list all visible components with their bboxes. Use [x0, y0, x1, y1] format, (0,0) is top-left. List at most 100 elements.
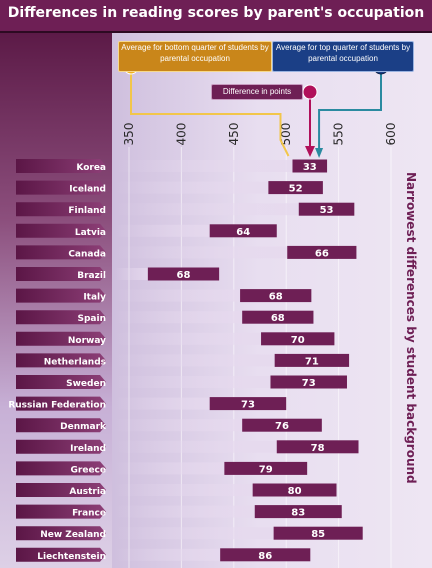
country-tab [16, 396, 106, 411]
country-label: Russian Federation [8, 401, 106, 411]
range-bar [273, 526, 363, 540]
country-label: Liechtenstein [37, 552, 106, 562]
range-lead [115, 419, 243, 432]
country-label: New Zealand [40, 530, 106, 540]
range-lead [115, 289, 241, 302]
difference-label: 66 [315, 248, 329, 259]
difference-label: 86 [258, 551, 272, 562]
x-tick-label: 350 [122, 123, 136, 146]
range-bar [261, 332, 335, 346]
difference-arrow [305, 146, 315, 157]
country-label: France [72, 509, 106, 519]
difference-label: 79 [259, 464, 273, 475]
range-lead [115, 311, 243, 324]
country-tab [16, 375, 106, 389]
difference-label: 33 [303, 162, 317, 173]
country-label: Norway [68, 336, 106, 346]
range-lead [115, 548, 221, 561]
difference-label: 76 [275, 421, 289, 432]
difference-label: 71 [305, 356, 319, 367]
country-label: Iceland [69, 185, 106, 195]
range-lead [115, 224, 210, 237]
range-lead [115, 484, 253, 496]
legend-difference: Difference in points [211, 84, 303, 100]
country-label: Denmark [60, 422, 107, 432]
difference-label: 52 [289, 184, 303, 195]
difference-label: 70 [291, 335, 305, 346]
difference-label: 68 [177, 270, 191, 281]
country-label: Italy [83, 293, 106, 303]
range-bar [240, 289, 312, 303]
difference-label: 80 [288, 486, 302, 497]
country-tab [16, 202, 106, 217]
country-tab [16, 331, 106, 346]
side-caption: Narrowest differences by student backgro… [404, 172, 418, 484]
range-lead [115, 505, 255, 518]
country-tab [16, 310, 106, 325]
range-bar [292, 159, 328, 173]
top-quarter-connector [318, 74, 382, 152]
range-bar [298, 202, 355, 216]
country-tab [16, 439, 106, 454]
country-tab [16, 353, 106, 368]
range-bar [209, 224, 277, 238]
country-tab [16, 180, 106, 195]
range-bar [252, 483, 337, 497]
difference-marker [302, 84, 318, 100]
difference-label: 53 [320, 205, 334, 216]
country-tab [16, 245, 106, 260]
bottom-quarter-connector [130, 74, 290, 157]
range-bar [274, 353, 350, 367]
range-lead [115, 181, 269, 194]
range-lead [115, 268, 148, 280]
country-tab [16, 504, 106, 519]
top-quarter-arrow [315, 148, 324, 158]
country-tab [16, 223, 106, 238]
country-label: Canada [68, 249, 106, 259]
difference-label: 73 [302, 378, 316, 389]
country-label: Korea [76, 163, 106, 173]
range-bar [209, 397, 287, 411]
country-label: Sweden [66, 379, 106, 389]
x-tick-label: 450 [227, 123, 241, 146]
x-tick-label: 600 [384, 123, 398, 146]
country-tab [16, 418, 106, 433]
country-tab [16, 526, 106, 541]
range-bar [224, 461, 308, 475]
country-label: Brazil [77, 271, 106, 281]
range-lead [115, 203, 299, 216]
title-bar: Differences in reading scores by parent'… [0, 0, 432, 33]
range-lead [115, 397, 210, 410]
range-lead [115, 440, 277, 453]
country-tab [16, 267, 106, 281]
country-label: Finland [68, 206, 106, 216]
country-label: Netherlands [44, 357, 106, 367]
country-label: Greece [71, 465, 106, 475]
range-lead [115, 246, 288, 259]
legend-bottom-quarter: Average for bottom quarter of students b… [118, 41, 272, 72]
country-tab [16, 288, 106, 303]
country-label: Spain [78, 314, 107, 324]
difference-label: 73 [241, 400, 255, 411]
country-label: Latvia [75, 228, 106, 238]
x-tick-label: 400 [174, 123, 188, 146]
country-tab [16, 461, 106, 476]
range-bar [287, 245, 357, 259]
range-bar [147, 267, 220, 281]
country-tab [16, 547, 106, 562]
difference-label: 85 [311, 529, 325, 540]
chart-title: Differences in reading scores by parent'… [7, 5, 425, 21]
range-lead [115, 160, 293, 172]
range-bar [242, 418, 322, 432]
range-lead [115, 376, 271, 388]
x-tick-label: 550 [332, 123, 346, 146]
range-bar [242, 310, 314, 324]
range-bar [270, 375, 347, 389]
range-bar [268, 181, 323, 195]
range-lead [115, 527, 274, 540]
range-lead [115, 332, 262, 345]
difference-label: 64 [236, 227, 250, 238]
country-tab [16, 159, 106, 173]
range-lead [115, 354, 275, 367]
